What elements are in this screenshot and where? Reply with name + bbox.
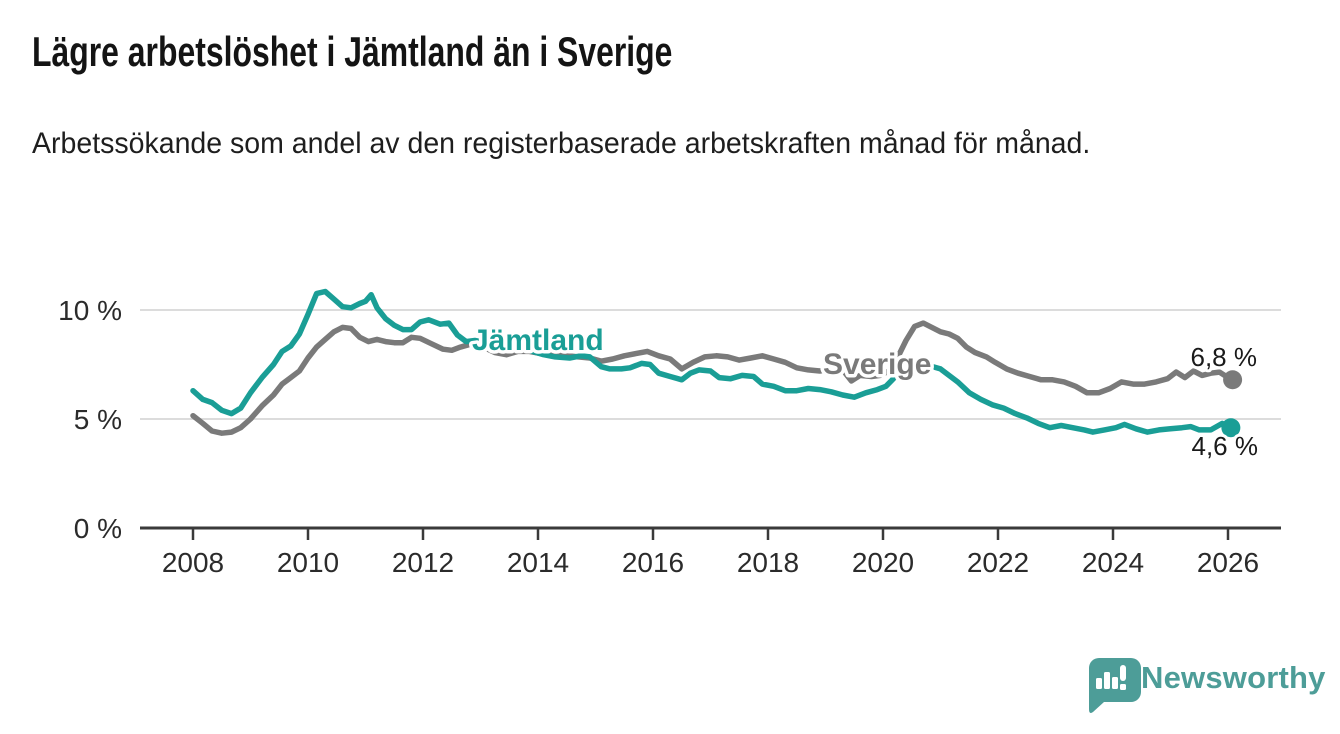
end-value-label-sverige: 6,8 % <box>1191 342 1258 372</box>
y-tick-label: 0 % <box>74 513 122 544</box>
x-tick-label: 2012 <box>392 547 454 578</box>
series-label-sverige: Sverige <box>823 348 931 381</box>
newsworthy-logo-icon <box>1089 658 1141 713</box>
x-tick-label: 2024 <box>1082 547 1144 578</box>
x-tick-label: 2010 <box>277 547 339 578</box>
brand-name: Newsworthy <box>1141 660 1326 695</box>
series-layer <box>190 288 1243 438</box>
x-tick-label: 2022 <box>967 547 1029 578</box>
series-end-dot-jmtland <box>1221 418 1241 438</box>
page-title: Lägre arbetslöshet i Jämtland än i Sveri… <box>32 28 673 75</box>
logo-bar-2 <box>1104 672 1110 689</box>
series-label-jamtland: Jämtland <box>472 324 604 357</box>
y-tick-label: 5 % <box>74 404 122 435</box>
end-value-label-jamtland: 4,6 % <box>1192 431 1259 461</box>
logo-bar-3 <box>1112 677 1118 689</box>
label-layer: Jämtland Sverige 6,8 % 4,6 % <box>469 321 1262 465</box>
logo-exclamation-dot <box>1120 684 1126 690</box>
grid-layer <box>140 309 1281 420</box>
logo-bar-1 <box>1096 678 1102 689</box>
x-tick-label: 2008 <box>162 547 224 578</box>
axis-layer: 0 % 5 % 10 % 2008 2010 2012 2014 2016 2018 2020 20… <box>58 295 1281 578</box>
x-tick-label: 2020 <box>852 547 914 578</box>
series-line-jmtland <box>190 288 1234 435</box>
chart-subtitle: Arbetssökande som andel av den registerb… <box>32 127 1091 160</box>
x-tick-label: 2016 <box>622 547 684 578</box>
logo-exclamation-bar <box>1120 665 1126 681</box>
series-end-dot-sverige <box>1223 370 1243 390</box>
x-tick-label: 2026 <box>1197 547 1259 578</box>
x-tick-label: 2018 <box>737 547 799 578</box>
series-line-sverige <box>190 320 1236 436</box>
x-tick-label: 2014 <box>507 547 569 578</box>
y-tick-label: 10 % <box>58 295 122 326</box>
